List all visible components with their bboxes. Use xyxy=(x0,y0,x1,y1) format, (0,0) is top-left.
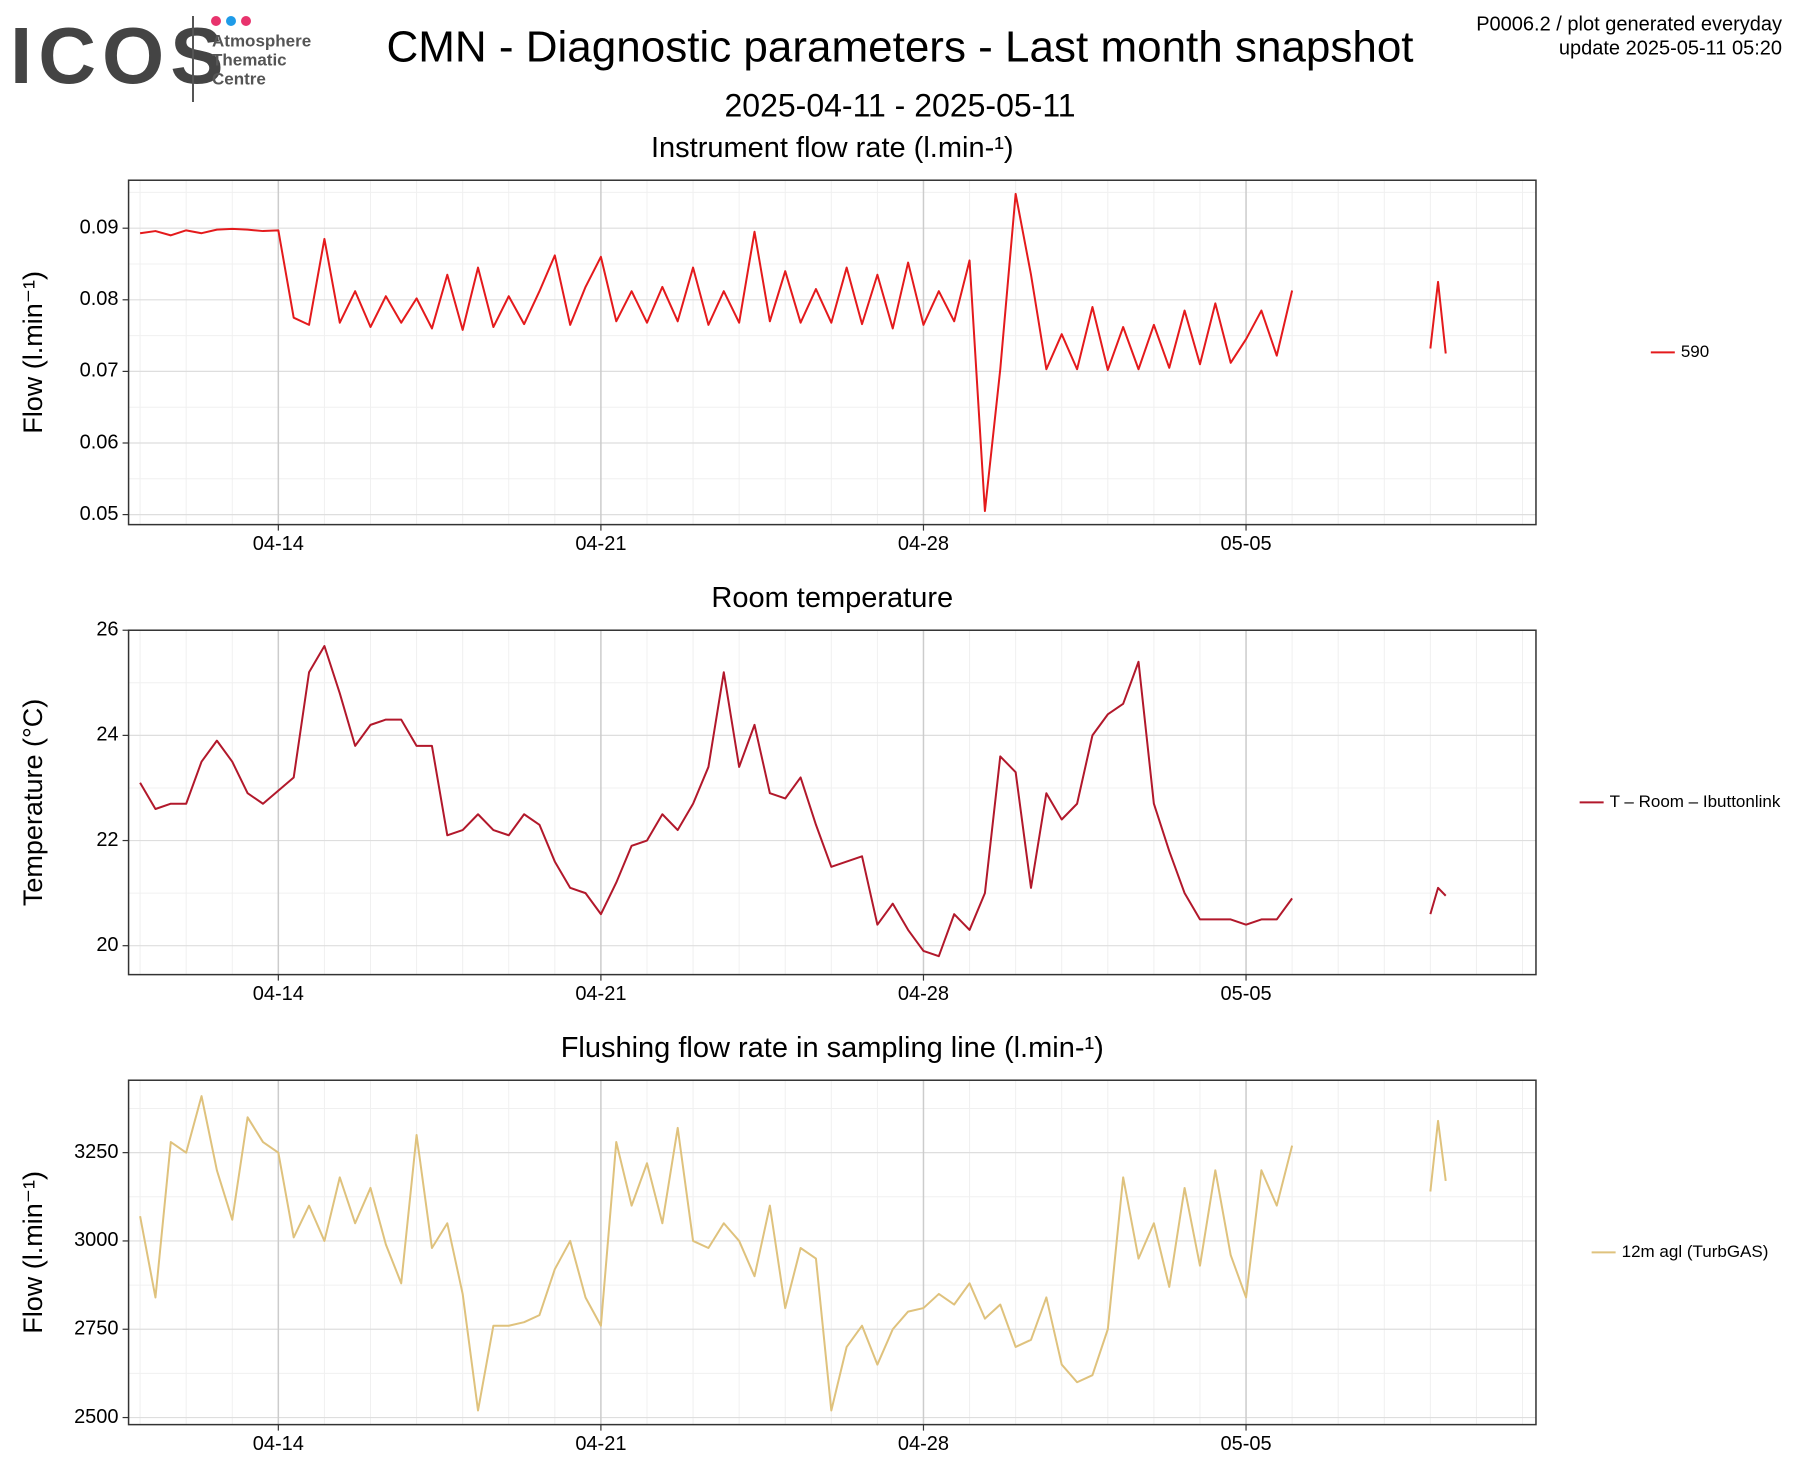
plot-border xyxy=(127,1079,1537,1426)
info-text: P0006.2 / plot generated everyday xyxy=(1476,13,1782,35)
info-text: update 2025-05-11 05:20 xyxy=(1559,37,1782,59)
legend-label: 590 xyxy=(1681,342,1709,361)
plot-border xyxy=(127,179,1537,526)
chart-title: Flushing flow rate in sampling line (l.m… xyxy=(561,1032,1104,1064)
x-tick-label: 04-21 xyxy=(575,983,626,1005)
y-tick-label: 2750 xyxy=(74,1318,119,1340)
plot-panel xyxy=(128,630,1536,975)
x-tick-label: 04-14 xyxy=(253,1433,304,1455)
x-tick-label: 04-14 xyxy=(253,983,304,1005)
logo-dot xyxy=(226,16,236,26)
x-tick-label: 05-05 xyxy=(1220,983,1271,1005)
x-tick-label: 04-28 xyxy=(898,533,949,555)
x-tick-label: 04-28 xyxy=(898,1433,949,1455)
y-axis-label: Flow (l.min⁻¹) xyxy=(18,1171,48,1334)
page-subtitle: 2025-04-11 - 2025-05-11 xyxy=(724,87,1075,123)
x-tick-label: 04-14 xyxy=(253,533,304,555)
page-title: CMN - Diagnostic parameters - Last month… xyxy=(386,23,1413,72)
plot-panel xyxy=(128,180,1536,525)
y-tick-label: 0.06 xyxy=(80,431,119,453)
legend-label: 12m agl (TurbGAS) xyxy=(1622,1242,1769,1261)
y-tick-label: 0.08 xyxy=(80,288,119,310)
data-line xyxy=(139,1095,1447,1412)
x-tick-label: 05-05 xyxy=(1220,533,1271,555)
x-tick-label: 05-05 xyxy=(1220,1433,1271,1455)
y-tick-label: 3250 xyxy=(74,1141,119,1163)
y-tick-label: 0.09 xyxy=(80,216,119,238)
y-tick-label: 2500 xyxy=(74,1406,119,1428)
data-line xyxy=(139,645,1447,958)
y-axis-label: Temperature (°C) xyxy=(18,699,48,906)
logo: ICOS xyxy=(10,11,230,100)
legend: 12m agl (TurbGAS) xyxy=(1591,1242,1769,1261)
data-line xyxy=(139,192,1447,513)
logo-text: Thematic xyxy=(212,50,287,69)
y-tick-label: 0.05 xyxy=(80,503,119,525)
x-tick-label: 04-28 xyxy=(898,983,949,1005)
plot-border xyxy=(127,629,1537,976)
legend: 590 xyxy=(1650,342,1709,361)
y-tick-label: 26 xyxy=(96,619,118,641)
logo-text: Atmosphere xyxy=(212,31,311,50)
y-tick-label: 20 xyxy=(96,934,118,956)
logo-dot xyxy=(211,16,221,26)
logo-text: Centre xyxy=(212,69,266,88)
y-axis-label: Flow (l.min⁻¹) xyxy=(18,271,48,434)
chart-title: Instrument flow rate (l.min-¹) xyxy=(651,132,1014,164)
x-tick-label: 04-21 xyxy=(575,533,626,555)
x-tick-label: 04-21 xyxy=(575,1433,626,1455)
y-tick-label: 3000 xyxy=(74,1229,119,1251)
y-tick-label: 0.07 xyxy=(80,360,119,382)
y-tick-label: 22 xyxy=(96,829,118,851)
legend-label: T – Room – Ibuttonlink xyxy=(1610,792,1781,811)
logo-dot xyxy=(241,16,251,26)
plot-panel xyxy=(128,1080,1536,1425)
y-tick-label: 24 xyxy=(96,724,118,746)
legend: T – Room – Ibuttonlink xyxy=(1579,792,1781,811)
chart-title: Room temperature xyxy=(711,582,953,614)
